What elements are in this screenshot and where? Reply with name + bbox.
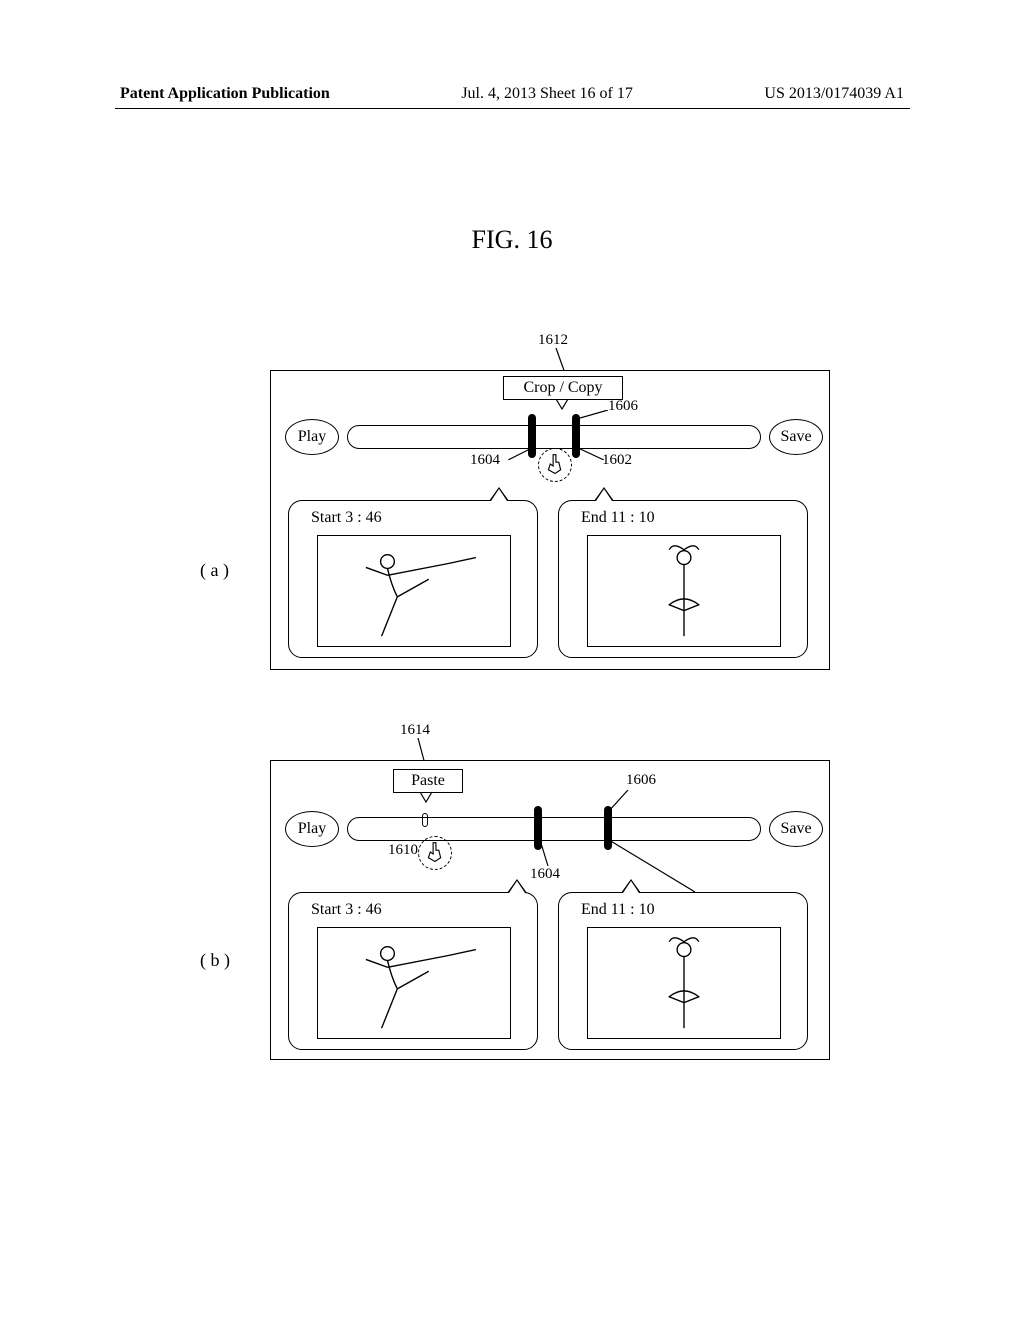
header-left: Patent Application Publication — [120, 85, 330, 103]
crop-copy-popup[interactable]: Crop / Copy — [503, 376, 623, 400]
leader-1602-a — [578, 448, 604, 460]
ref-1612: 1612 — [538, 332, 568, 349]
panel-b-label: ( b ) — [200, 950, 230, 971]
preview-end-card: End 11 : 10 — [558, 892, 808, 1050]
popup-tail-a — [556, 399, 568, 419]
preview-end-label: End 11 : 10 — [581, 901, 655, 919]
timeline-track[interactable] — [347, 817, 761, 841]
save-button[interactable]: Save — [769, 419, 823, 455]
leader-1604-a — [508, 448, 532, 460]
play-button[interactable]: Play — [285, 811, 339, 847]
ref-1610: 1610 — [388, 842, 418, 859]
timeline-track[interactable] — [347, 425, 761, 449]
panel-a-label: ( a ) — [200, 560, 229, 581]
header-rule — [115, 108, 910, 109]
timeline-position-mark[interactable] — [422, 813, 428, 827]
preview-end-thumb — [587, 535, 781, 647]
touch-cursor-icon — [538, 448, 572, 482]
leader-1604-b — [536, 840, 554, 870]
leader-end-b — [605, 840, 705, 894]
preview-end-label: End 11 : 10 — [581, 509, 655, 527]
ref-1606: 1606 — [626, 772, 656, 789]
dancer-pirouette-icon — [588, 928, 780, 1038]
popup-tail-b — [420, 792, 432, 810]
ref-1604: 1604 — [470, 452, 500, 469]
ref-1602: 1602 — [602, 452, 632, 469]
header-right: US 2013/0174039 A1 — [764, 85, 904, 103]
leader-1606-a — [580, 410, 610, 420]
preview-start-card: Start 3 : 46 — [288, 500, 538, 658]
save-button[interactable]: Save — [769, 811, 823, 847]
callout-pointer — [621, 879, 641, 893]
touch-cursor-icon — [418, 836, 452, 870]
figure-title: FIG. 16 — [472, 225, 553, 255]
dancer-pirouette-icon — [588, 536, 780, 646]
header-center: Jul. 4, 2013 Sheet 16 of 17 — [461, 85, 633, 103]
dancer-arabesque-icon — [318, 536, 510, 646]
ref-1606: 1606 — [608, 398, 638, 415]
preview-end-thumb — [587, 927, 781, 1039]
dancer-arabesque-icon — [318, 928, 510, 1038]
preview-start-label: Start 3 : 46 — [311, 901, 382, 919]
play-button[interactable]: Play — [285, 419, 339, 455]
page-header: Patent Application Publication Jul. 4, 2… — [0, 85, 1024, 103]
callout-pointer — [489, 487, 509, 501]
preview-end-card: End 11 : 10 — [558, 500, 808, 658]
preview-start-thumb — [317, 535, 511, 647]
paste-popup[interactable]: Paste — [393, 769, 463, 793]
preview-start-label: Start 3 : 46 — [311, 509, 382, 527]
leader-1606-b — [608, 790, 630, 812]
callout-pointer — [507, 879, 527, 893]
ref-1614: 1614 — [400, 722, 430, 739]
preview-start-card: Start 3 : 46 — [288, 892, 538, 1050]
preview-start-thumb — [317, 927, 511, 1039]
callout-pointer — [594, 487, 614, 501]
